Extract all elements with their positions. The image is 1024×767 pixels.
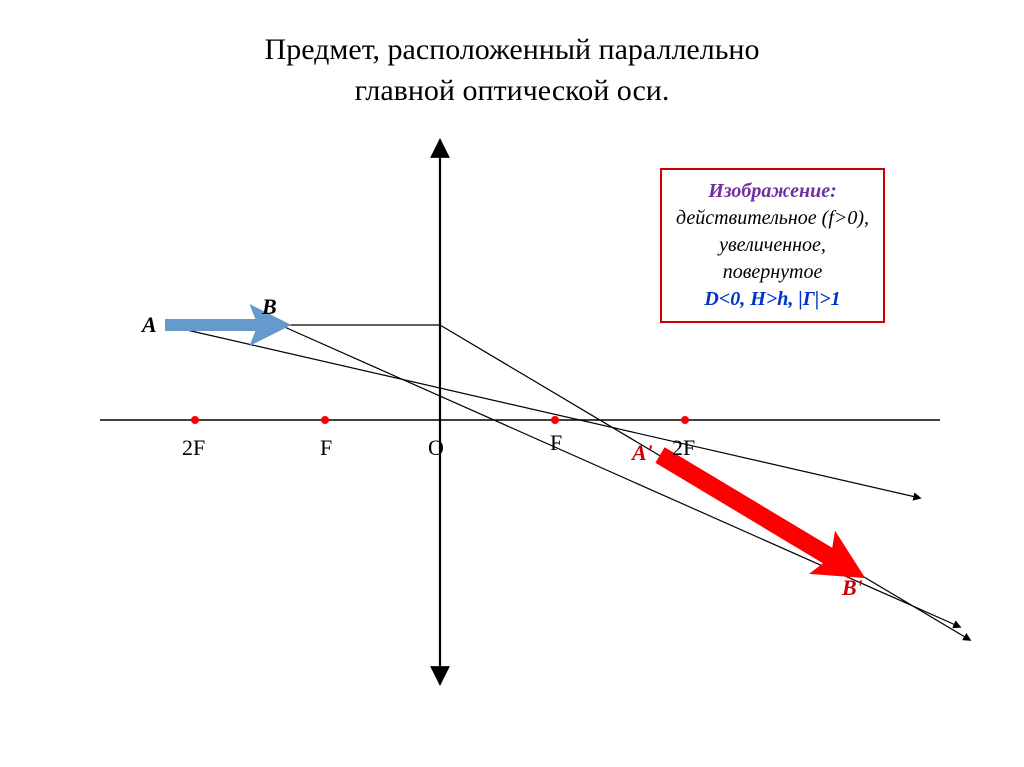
infobox-line2: увеличенное, (676, 232, 869, 259)
label-F-left: F (320, 435, 332, 461)
point-F-left (321, 416, 329, 424)
label-A-prime: A' (632, 440, 653, 466)
optics-diagram (0, 0, 1024, 767)
ray-A-through-center (165, 325, 920, 498)
infobox-heading: Изображение: (676, 178, 869, 205)
label-F-right: F (550, 430, 562, 456)
label-A: A (142, 312, 157, 338)
infobox-line1: действительное (f>0), (676, 205, 869, 232)
image-arrow (660, 455, 835, 560)
image-properties-box: Изображение: действительное (f>0), увели… (660, 168, 885, 323)
point-F-right (551, 416, 559, 424)
label-origin: О (428, 435, 444, 461)
label-2F-right: 2F (672, 435, 695, 461)
label-B-prime: B' (842, 575, 863, 601)
point-2F-right (681, 416, 689, 424)
infobox-line3: повернутое (676, 259, 869, 286)
infobox-formula: D<0, H>h, |Г|>1 (676, 286, 869, 313)
label-B: B (262, 294, 277, 320)
point-2F-left (191, 416, 199, 424)
label-2F-left: 2F (182, 435, 205, 461)
